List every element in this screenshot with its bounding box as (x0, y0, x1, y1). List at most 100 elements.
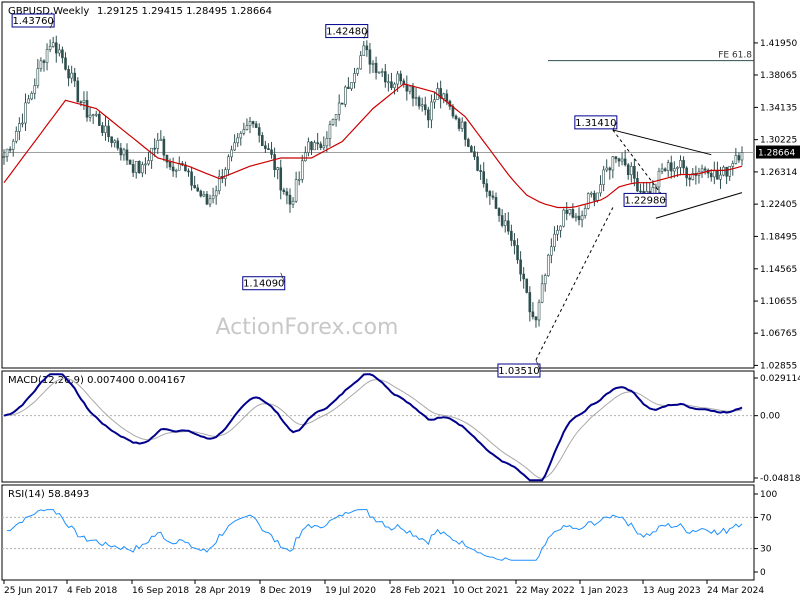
candle-body (454, 115, 458, 120)
candle-body (633, 165, 636, 179)
candle-body (347, 86, 350, 89)
candle-body (110, 136, 113, 144)
candle-body (156, 140, 160, 149)
candle-body (463, 121, 467, 140)
candle-body (390, 81, 393, 89)
x-tick-label: 24 Mar 2024 (707, 586, 764, 596)
candle-body (525, 278, 529, 293)
candle-body (669, 162, 673, 172)
candle-body (202, 193, 206, 197)
x-tick-label: 28 Apr 2019 (195, 586, 251, 596)
candle-body (208, 198, 212, 205)
candle-body (636, 178, 639, 192)
price-annotation-box (242, 276, 286, 291)
price-y-tick-label: 1.34135 (760, 103, 797, 113)
fib-extension-label: FE 61.8 (718, 51, 752, 61)
candle-body (334, 114, 338, 120)
candle-body (76, 80, 80, 103)
candle-body (660, 168, 664, 172)
candle-body (485, 183, 489, 192)
candle-body (383, 71, 387, 83)
triangle-upper-trendline (612, 129, 712, 156)
candle-body (460, 121, 464, 129)
price-annotation-leader (280, 272, 286, 283)
candle-body (193, 185, 196, 189)
candle-body (365, 45, 369, 51)
candle-body (300, 160, 304, 180)
candle-body (51, 42, 55, 47)
candle-body (337, 102, 341, 115)
candle-body (211, 195, 215, 200)
macd-panel-frame (1, 370, 755, 483)
x-tick-label: 16 Sep 2018 (132, 586, 189, 596)
candle-body (688, 177, 692, 180)
price-annotation-label: 1.14090 (243, 279, 284, 290)
candle-body (494, 197, 498, 209)
candle-body (402, 80, 406, 85)
candle-body (328, 124, 332, 139)
price-panel-frame (1, 1, 755, 369)
candle-body (611, 156, 615, 171)
price-annotation-box (623, 192, 667, 207)
candle-body (430, 101, 433, 121)
candle-body (362, 45, 366, 57)
x-tick-label: 13 Aug 2023 (643, 586, 701, 596)
price-y-tick-label: 1.38065 (760, 71, 797, 81)
candle-body (442, 93, 446, 99)
candle-body (374, 62, 378, 73)
candle-body (11, 140, 15, 150)
x-tick-label: 8 Dec 2019 (260, 586, 312, 596)
candle-body (39, 60, 43, 69)
rsi-line (7, 509, 743, 561)
candle-body (254, 123, 258, 128)
candle-body (553, 233, 556, 248)
candle-body (18, 123, 21, 132)
candle-body (325, 138, 329, 147)
candle-body (36, 68, 40, 86)
candle-body (122, 149, 126, 156)
candle-body (623, 158, 627, 166)
candle-body (411, 85, 415, 99)
axes: 1.41950 1.38065 1.34135 1.30225 1.26314 1.224… (3, 39, 800, 596)
candle-body (214, 190, 218, 197)
candle-body (531, 311, 535, 318)
candle-body (104, 125, 107, 133)
candle-body (119, 147, 123, 156)
candle-body (224, 169, 227, 179)
price-marks: FE 61.8 1.43760 1.14090 1.42480 1.03510 1.314… (2, 13, 754, 378)
price-annotation-box (497, 363, 541, 378)
macd-y-tick-label: 0.029114 (760, 374, 800, 384)
candle-body (470, 146, 473, 152)
candle-body (316, 142, 319, 145)
candle-body (67, 69, 70, 79)
dotted-trendline (612, 129, 663, 196)
candle-body (168, 161, 172, 168)
candle-body (356, 68, 359, 74)
price-annotation-leader (49, 19, 55, 29)
candle-body (734, 155, 738, 164)
candle-body (491, 195, 495, 198)
price-annotation-leader (363, 30, 369, 39)
candle-body (8, 148, 12, 151)
candle-body (273, 154, 276, 171)
candle-body (543, 275, 547, 285)
price-annotation-label: 1.22980 (624, 195, 665, 206)
candle-body (556, 230, 559, 235)
rsi-y-tick-label: 0 (760, 568, 766, 578)
candle-body (571, 209, 575, 218)
candle-body (467, 139, 470, 147)
candle-body (663, 168, 667, 171)
candle-body (171, 166, 175, 172)
candle-body (270, 149, 273, 155)
candle-body (217, 176, 221, 192)
candle-body (353, 73, 356, 83)
candle-body (199, 190, 203, 197)
candle-body (113, 140, 116, 144)
candle-body (125, 149, 129, 161)
candle-body (248, 121, 252, 126)
candle-body (396, 73, 399, 85)
candle-body (359, 55, 363, 70)
candle-body (21, 122, 24, 125)
rsi-y-tick-label: 100 (760, 490, 777, 500)
rsi-marks (2, 509, 754, 561)
